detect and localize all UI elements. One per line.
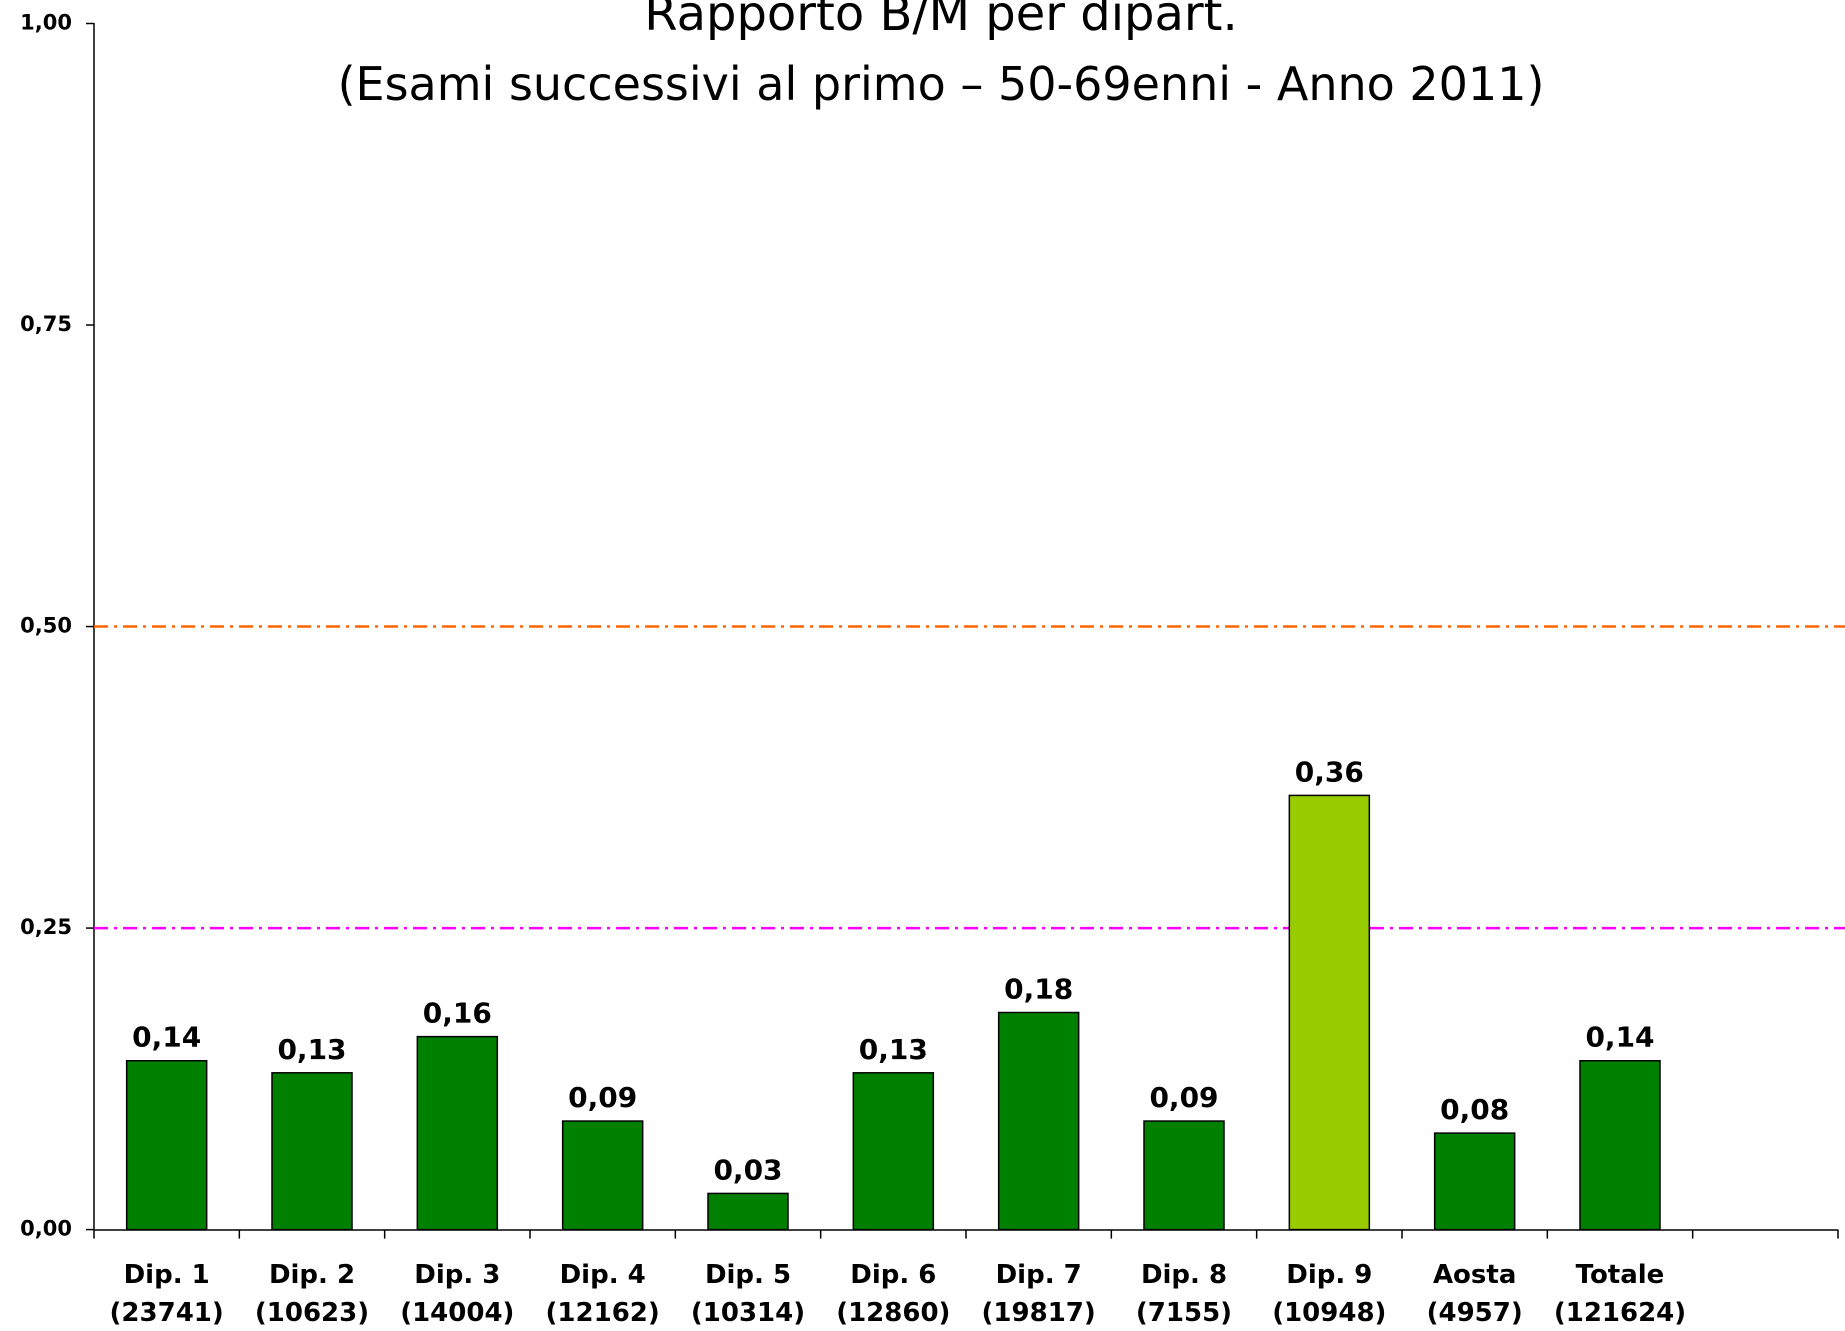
x-tick-sublabel: (12162) — [546, 1298, 660, 1328]
x-tick-label: Dip. 3 — [414, 1260, 500, 1290]
x-tick-label: Dip. 8 — [1141, 1260, 1227, 1290]
x-tick-label: Dip. 7 — [996, 1260, 1082, 1290]
bar — [1288, 794, 1371, 1231]
bar — [561, 1120, 644, 1231]
x-tick-label: Dip. 1 — [124, 1260, 210, 1290]
data-label: 0,13 — [277, 1033, 346, 1066]
data-label: 0,03 — [713, 1153, 782, 1186]
chart-title: Rapporto B/M per dipart. — [644, 0, 1237, 42]
x-tick-label: Totale — [1576, 1260, 1665, 1290]
bar — [707, 1192, 789, 1231]
x-tick-sublabel: (121624) — [1554, 1298, 1686, 1328]
data-label: 0,09 — [568, 1081, 637, 1114]
data-label: 0,14 — [132, 1021, 201, 1054]
bar — [997, 1011, 1080, 1231]
data-label: 0,09 — [1149, 1081, 1218, 1114]
y-tick-label: 1,00 — [20, 11, 72, 35]
bar — [852, 1072, 935, 1231]
x-tick-label: Dip. 5 — [705, 1260, 791, 1290]
data-label: 0,08 — [1440, 1093, 1509, 1126]
chart-subtitle: (Esami successivi al primo – 50-69enni -… — [338, 57, 1545, 111]
x-tick-label: Dip. 4 — [560, 1260, 646, 1290]
bar — [1433, 1132, 1516, 1231]
y-tick-label: 0,00 — [20, 1217, 72, 1241]
x-tick-sublabel: (12860) — [836, 1298, 950, 1328]
bar — [1143, 1120, 1225, 1231]
y-tick-label: 0,25 — [20, 915, 72, 939]
y-tick-label: 0,50 — [20, 614, 72, 638]
x-tick-sublabel: (4957) — [1427, 1298, 1523, 1328]
data-label: 0,18 — [1004, 973, 1073, 1006]
x-tick-sublabel: (10948) — [1272, 1298, 1386, 1328]
x-tick-label: Dip. 6 — [850, 1260, 936, 1290]
bar — [125, 1059, 208, 1231]
data-label: 0,36 — [1295, 755, 1364, 788]
x-tick-sublabel: (14004) — [400, 1298, 514, 1328]
bar — [271, 1072, 353, 1231]
x-tick-sublabel: (7155) — [1136, 1298, 1232, 1328]
x-tick-sublabel: (10314) — [691, 1298, 805, 1328]
x-tick-label: Dip. 2 — [269, 1260, 355, 1290]
x-tick-sublabel: (23741) — [110, 1298, 224, 1328]
data-label: 0,13 — [859, 1033, 928, 1066]
bar — [416, 1035, 499, 1231]
x-tick-sublabel: (10623) — [255, 1298, 369, 1328]
bar — [1579, 1059, 1661, 1231]
y-tick-label: 0,75 — [20, 312, 72, 336]
x-tick-sublabel: (19817) — [982, 1298, 1096, 1328]
x-tick-label: Dip. 9 — [1286, 1260, 1372, 1290]
data-label: 0,14 — [1585, 1021, 1654, 1054]
x-tick-label: Aosta — [1433, 1260, 1516, 1290]
data-label: 0,16 — [423, 997, 492, 1030]
